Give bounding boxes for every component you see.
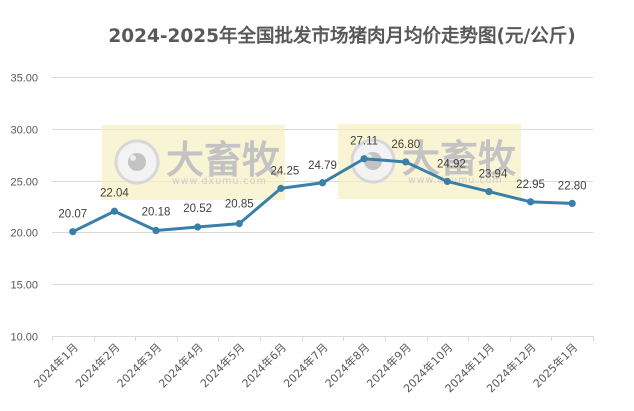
- data-label: 23.94: [479, 169, 508, 181]
- data-label: 20.85: [225, 199, 254, 211]
- y-tick-label: 15.00: [10, 280, 38, 292]
- svg-text:www.dxumu.com: www.dxumu.com: [172, 176, 267, 187]
- data-point-marker[interactable]: [360, 155, 368, 163]
- data-point-marker[interactable]: [526, 198, 535, 206]
- data-point-marker[interactable]: [277, 184, 285, 192]
- data-point-marker[interactable]: [485, 187, 493, 196]
- svg-text:大畜牧: 大畜牧: [402, 137, 517, 181]
- data-label: 26.80: [391, 139, 420, 151]
- data-point-marker[interactable]: [110, 207, 119, 215]
- data-point-marker[interactable]: [402, 158, 410, 166]
- x-tick-label: 2025年1月: [530, 340, 580, 390]
- data-point-marker[interactable]: [443, 177, 451, 186]
- data-label: 24.25: [270, 165, 299, 177]
- y-tick-label: 25.00: [10, 177, 38, 189]
- data-point-marker[interactable]: [318, 179, 327, 187]
- svg-text:大畜牧: 大畜牧: [166, 138, 281, 182]
- y-tick-label: 10.00: [10, 332, 38, 344]
- data-point-marker[interactable]: [69, 228, 77, 236]
- data-label: 22.80: [558, 180, 587, 192]
- y-tick-label: 30.00: [10, 125, 38, 137]
- data-label: 20.18: [142, 207, 171, 219]
- data-point-marker[interactable]: [194, 223, 202, 231]
- x-axis: 2024年1月2024年2月2024年3月2024年4月2024年5月2024年…: [31, 336, 594, 395]
- data-label: 27.11: [350, 136, 378, 148]
- y-tick-label: 20.00: [10, 228, 38, 240]
- data-label: 20.07: [58, 209, 87, 221]
- svg-text:www.dxumu.com: www.dxumu.com: [408, 175, 503, 186]
- data-label: 24.79: [308, 160, 337, 172]
- data-label: 22.95: [516, 179, 545, 191]
- gridlines: [52, 77, 593, 337]
- chart-title: 2024-2025年全国批发市场猪肉月均价走势图(元/公斤): [108, 26, 576, 47]
- data-label: 22.04: [100, 187, 129, 199]
- series-line: [69, 155, 576, 236]
- data-point-marker[interactable]: [152, 226, 160, 235]
- data-label: 20.52: [183, 203, 212, 215]
- data-point-marker[interactable]: [568, 199, 576, 207]
- data-label: 24.92: [437, 158, 466, 170]
- y-tick-label: 35.00: [10, 73, 38, 85]
- data-point-marker[interactable]: [235, 219, 243, 228]
